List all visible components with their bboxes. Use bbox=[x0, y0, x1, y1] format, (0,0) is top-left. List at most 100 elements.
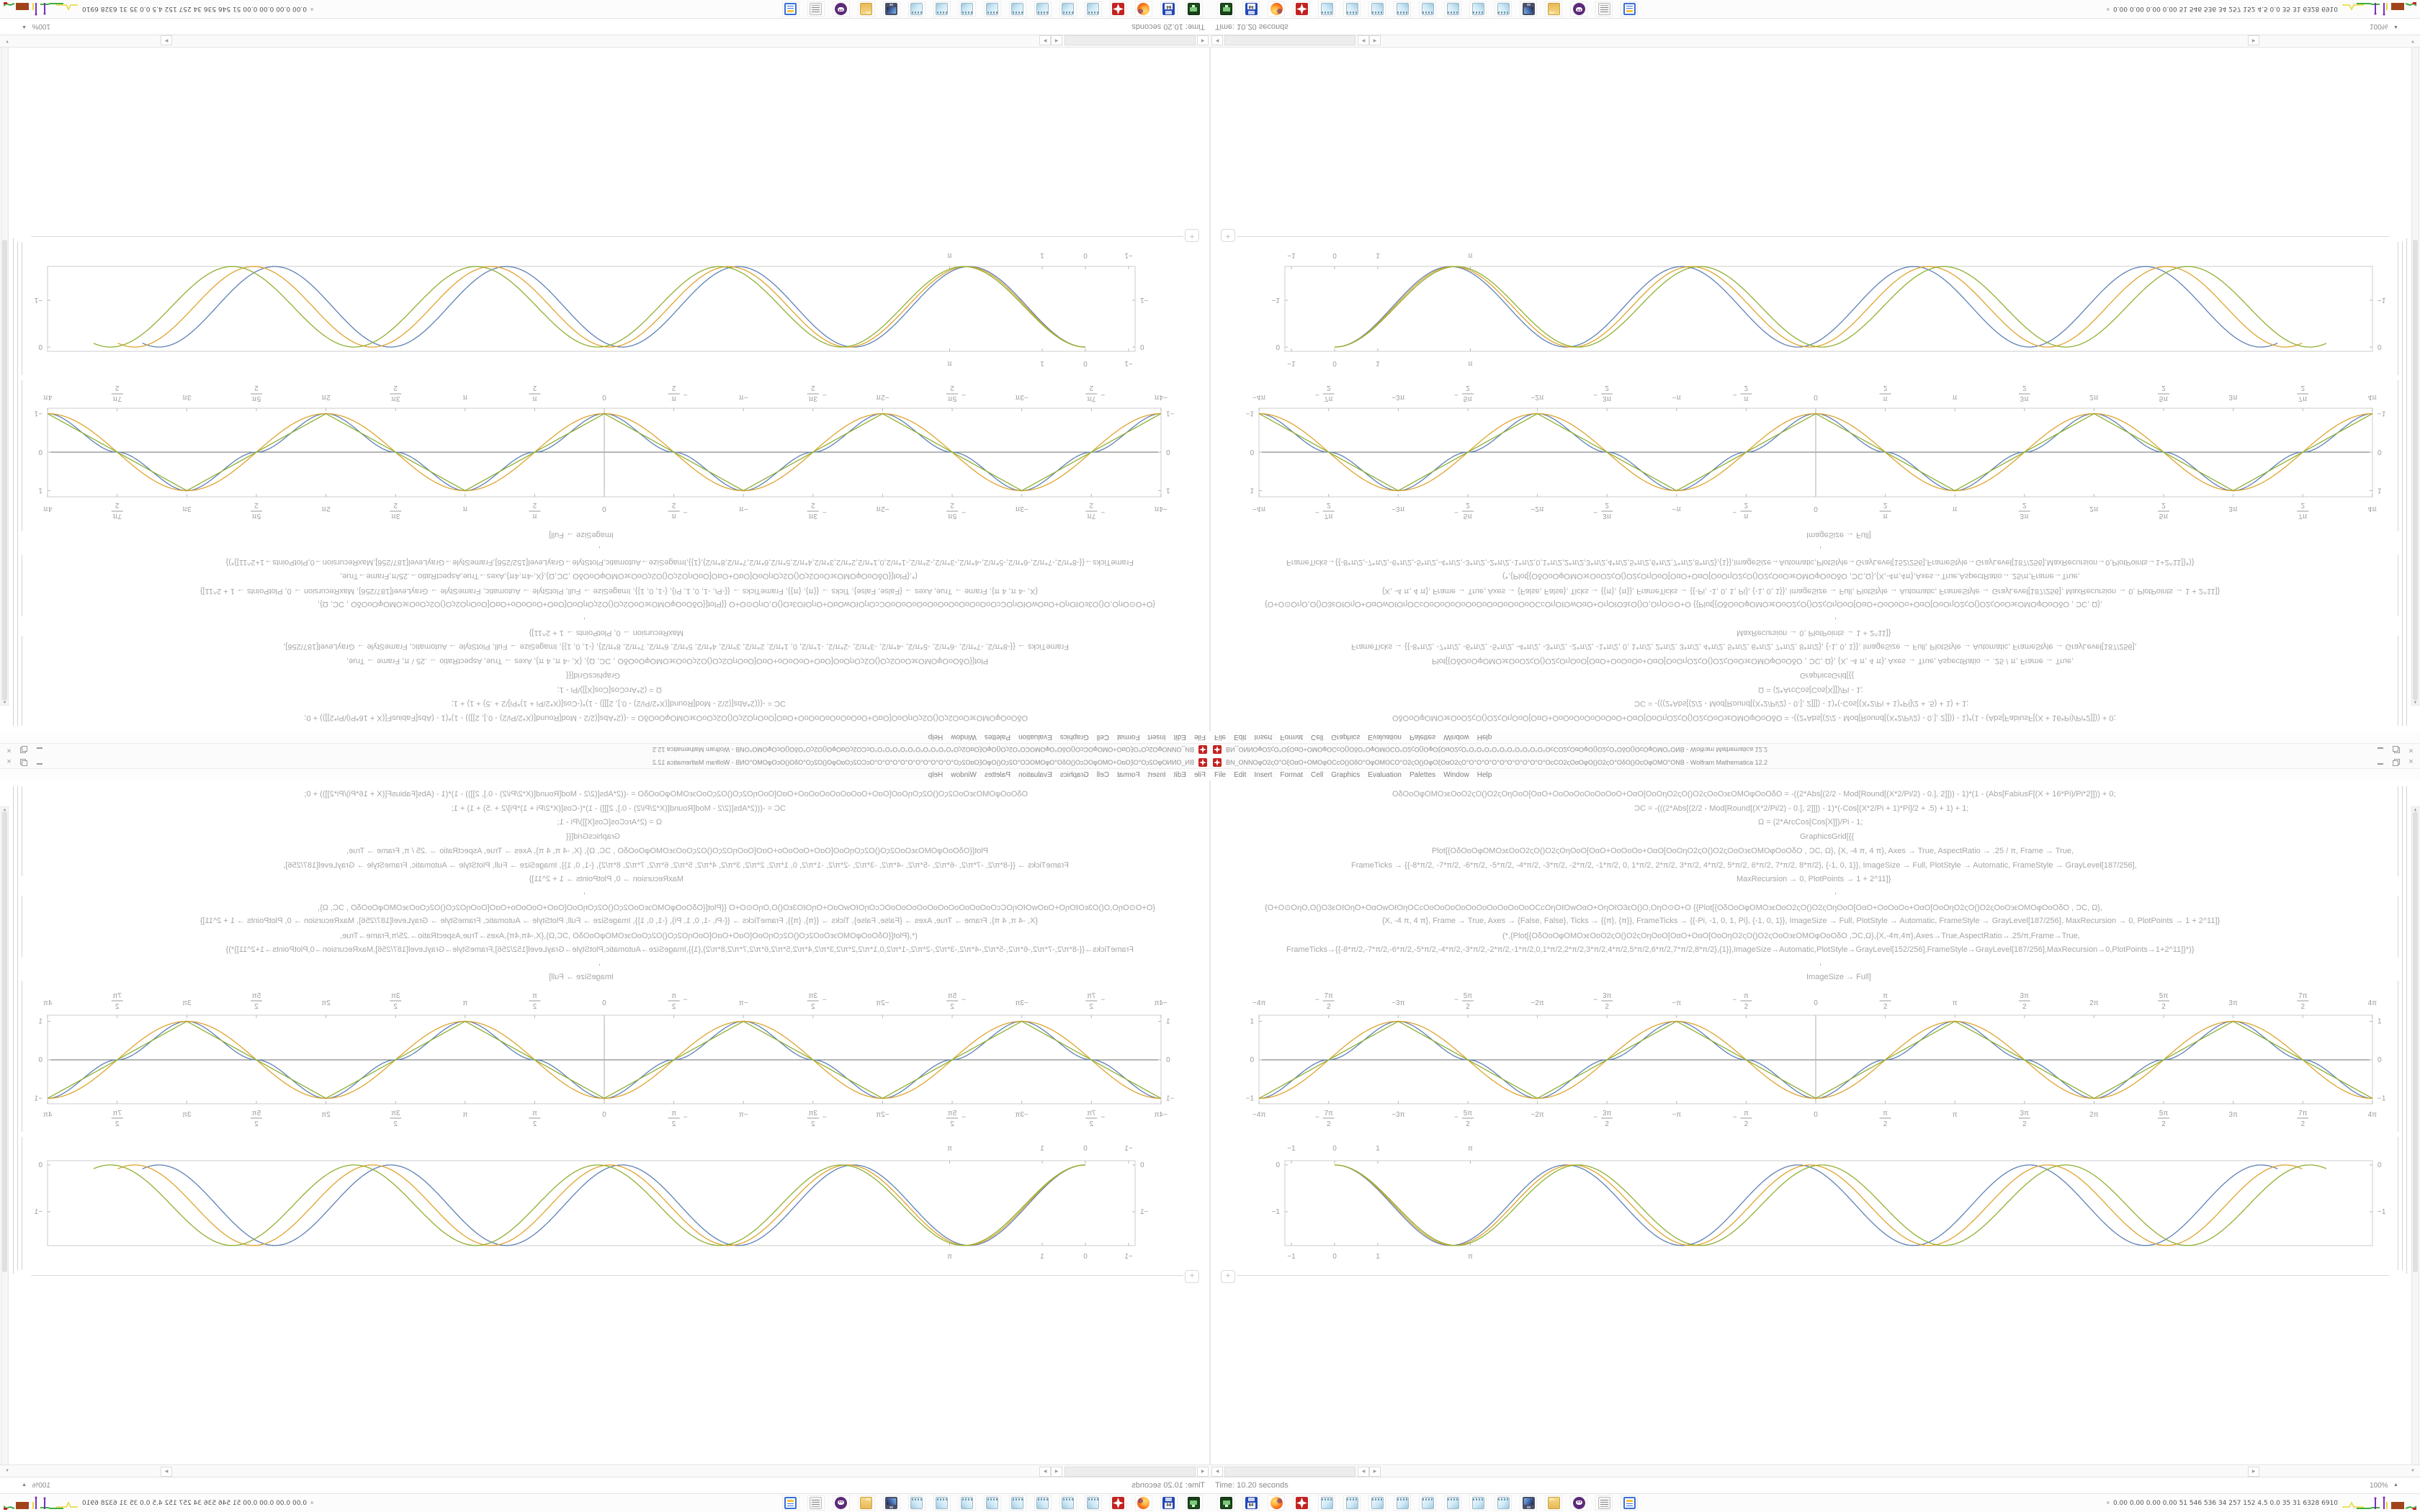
menu-insert[interactable]: Insert bbox=[1147, 770, 1166, 779]
purple-mask-app-icon[interactable] bbox=[1570, 1, 1587, 17]
scroll-left-icon[interactable]: ◀ bbox=[1358, 1467, 1369, 1477]
notebook-canvas[interactable]: ΟδΟοΟφΟΜΟ϶εΟοΟ2ςΟ()Ο2ςΟηΟοΟ[ΟαΟ+ΟοΟοΟοΟο… bbox=[1210, 780, 2420, 1464]
notepad-icon[interactable] bbox=[1368, 1495, 1386, 1511]
notepad-icon[interactable] bbox=[1034, 1, 1052, 17]
menu-window[interactable]: Window bbox=[951, 770, 977, 779]
insert-cell-button[interactable]: + bbox=[1185, 1270, 1199, 1283]
scroll-up-icon[interactable]: ▲ bbox=[2413, 808, 2418, 812]
close-button[interactable]: × bbox=[6, 757, 12, 766]
notepad-icon[interactable] bbox=[933, 1495, 951, 1511]
notepad-icon[interactable] bbox=[1469, 1, 1487, 17]
menu-edit[interactable]: Edit bbox=[1173, 733, 1186, 742]
menu-file[interactable]: File bbox=[1214, 733, 1227, 742]
floppy-64-icon[interactable]: 64 bbox=[1160, 1495, 1178, 1511]
notepad-icon[interactable] bbox=[1009, 1, 1026, 17]
restore-button[interactable] bbox=[19, 746, 29, 754]
monitor-icon[interactable] bbox=[883, 1495, 900, 1511]
notepad-icon[interactable] bbox=[1444, 1495, 1461, 1511]
menu-edit[interactable]: Edit bbox=[1234, 733, 1247, 742]
menu-graphics[interactable]: Graphics bbox=[1331, 770, 1361, 779]
close-button[interactable]: × bbox=[2408, 746, 2414, 755]
notepad-icon[interactable] bbox=[959, 1495, 976, 1511]
document-stack-icon[interactable] bbox=[1595, 1495, 1613, 1511]
scroll-left-icon[interactable]: ◀ bbox=[1211, 35, 1223, 45]
cell-group-bracket[interactable] bbox=[13, 786, 14, 1274]
menu-cell[interactable]: Cell bbox=[1096, 770, 1109, 779]
insert-cell-button[interactable]: + bbox=[1185, 229, 1199, 242]
purple-mask-app-icon[interactable] bbox=[833, 1495, 850, 1511]
notepad-icon[interactable] bbox=[1009, 1495, 1026, 1511]
notebook-canvas[interactable]: ΟδΟοΟφΟΜΟ϶εΟοΟ2ςΟ()Ο2ςΟηΟοΟ[ΟαΟ+ΟοΟοΟοΟο… bbox=[0, 780, 1210, 1464]
scroll-down-icon[interactable]: ▼ bbox=[2411, 39, 2415, 43]
floppy-64-icon[interactable]: 64 bbox=[1160, 1, 1178, 17]
horizontal-scroll-thumb[interactable] bbox=[1224, 1467, 1355, 1477]
menu-evaluation[interactable]: Evaluation bbox=[1018, 770, 1052, 779]
horizontal-scroll-thumb[interactable] bbox=[1224, 35, 1355, 45]
vertical-scrollbar[interactable]: ▲ ▼ bbox=[2411, 806, 2419, 1464]
menu-palettes[interactable]: Palettes bbox=[984, 770, 1010, 779]
vertical-scroll-thumb[interactable] bbox=[2413, 811, 2418, 1272]
document-stack-icon[interactable] bbox=[1595, 1, 1613, 17]
menu-window[interactable]: Window bbox=[1443, 733, 1469, 742]
green-media-app-icon[interactable] bbox=[1217, 1, 1234, 17]
notepad-icon[interactable] bbox=[1394, 1495, 1411, 1511]
notepad-icon[interactable] bbox=[1419, 1495, 1436, 1511]
magnification-label[interactable]: 100% bbox=[32, 1482, 50, 1490]
blue-window-app-icon[interactable] bbox=[782, 1, 799, 17]
menu-file[interactable]: File bbox=[1193, 733, 1206, 742]
scroll-right-icon[interactable]: ▶ bbox=[1369, 1467, 1381, 1477]
cell-group-bracket[interactable] bbox=[2406, 786, 2407, 1274]
green-media-app-icon[interactable] bbox=[1186, 1, 1203, 17]
restore-button[interactable] bbox=[19, 758, 29, 766]
firefox-icon[interactable] bbox=[1268, 1495, 1285, 1511]
notepad-icon[interactable] bbox=[1394, 1, 1411, 17]
horizontal-scroll-thumb[interactable] bbox=[1065, 1467, 1196, 1477]
window-titlebar[interactable]: ΒΝ_ΟΝΝΟφΟ2ςΟ°ΟξΟαΟ+ΟΜΟφΟϹϲΟ()ΟδΟ°ΟφΟΜΟϹΟ… bbox=[0, 756, 1210, 769]
menu-edit[interactable]: Edit bbox=[1173, 770, 1186, 779]
scroll-down-icon[interactable]: ▼ bbox=[2411, 1469, 2415, 1473]
horizontal-scrollbar[interactable]: ◀ ◀ ▶ ▶ ▼ bbox=[1210, 35, 2420, 48]
cell-group-bracket[interactable] bbox=[13, 238, 14, 726]
menu-cell[interactable]: Cell bbox=[1311, 733, 1324, 742]
menu-format[interactable]: Format bbox=[1116, 770, 1140, 779]
notepad-icon[interactable] bbox=[1368, 1, 1386, 17]
scroll-right-icon[interactable]: ▶ bbox=[161, 35, 172, 45]
firefox-icon[interactable] bbox=[1135, 1, 1152, 17]
notepad-icon[interactable] bbox=[908, 1495, 926, 1511]
vertical-scrollbar[interactable]: ▲ ▼ bbox=[2411, 48, 2419, 706]
monitor-icon[interactable] bbox=[1520, 1, 1537, 17]
notepad-icon[interactable] bbox=[1494, 1495, 1512, 1511]
tray-expand-icon[interactable]: » bbox=[2104, 7, 2111, 11]
vertical-scroll-thumb[interactable] bbox=[2413, 240, 2418, 701]
notepad-icon[interactable] bbox=[984, 1495, 1001, 1511]
menu-palettes[interactable]: Palettes bbox=[984, 733, 1010, 742]
menu-help[interactable]: Help bbox=[1476, 770, 1492, 779]
menu-format[interactable]: Format bbox=[1280, 770, 1304, 779]
firefox-icon[interactable] bbox=[1135, 1495, 1152, 1511]
menu-evaluation[interactable]: Evaluation bbox=[1368, 733, 1402, 742]
menu-evaluation[interactable]: Evaluation bbox=[1368, 770, 1402, 779]
notepad-icon[interactable] bbox=[1059, 1, 1077, 17]
menu-help[interactable]: Help bbox=[928, 770, 944, 779]
menu-file[interactable]: File bbox=[1193, 770, 1206, 779]
scroll-left-icon[interactable]: ◀ bbox=[1197, 1467, 1209, 1477]
folder-icon[interactable] bbox=[858, 1495, 875, 1511]
window-titlebar[interactable]: ΒΝ_ΟΝΝΟφΟ2ςΟ°ΟξΟαΟ+ΟΜΟφΟϹϲΟ()ΟδΟ°ΟφΟΜΟϹΟ… bbox=[1210, 756, 2420, 769]
insert-cell-button[interactable]: + bbox=[1221, 229, 1235, 242]
menu-edit[interactable]: Edit bbox=[1234, 770, 1247, 779]
menu-graphics[interactable]: Graphics bbox=[1059, 770, 1089, 779]
scroll-down-icon[interactable]: ▼ bbox=[5, 1469, 9, 1473]
menu-graphics[interactable]: Graphics bbox=[1059, 733, 1089, 742]
scroll-left-icon[interactable]: ◀ bbox=[1358, 35, 1369, 45]
menu-help[interactable]: Help bbox=[928, 733, 944, 742]
floppy-64-icon[interactable]: 64 bbox=[1242, 1495, 1260, 1511]
close-button[interactable]: × bbox=[2408, 757, 2414, 766]
folder-icon[interactable] bbox=[1545, 1495, 1562, 1511]
menu-format[interactable]: Format bbox=[1280, 733, 1304, 742]
notepad-icon[interactable] bbox=[1085, 1495, 1102, 1511]
scroll-left-icon[interactable]: ◀ bbox=[1197, 35, 1209, 45]
tray-expand-icon[interactable]: » bbox=[309, 1501, 316, 1505]
tray-expand-icon[interactable]: » bbox=[309, 7, 316, 11]
menu-window[interactable]: Window bbox=[1443, 770, 1469, 779]
minimize-button[interactable] bbox=[35, 746, 44, 754]
